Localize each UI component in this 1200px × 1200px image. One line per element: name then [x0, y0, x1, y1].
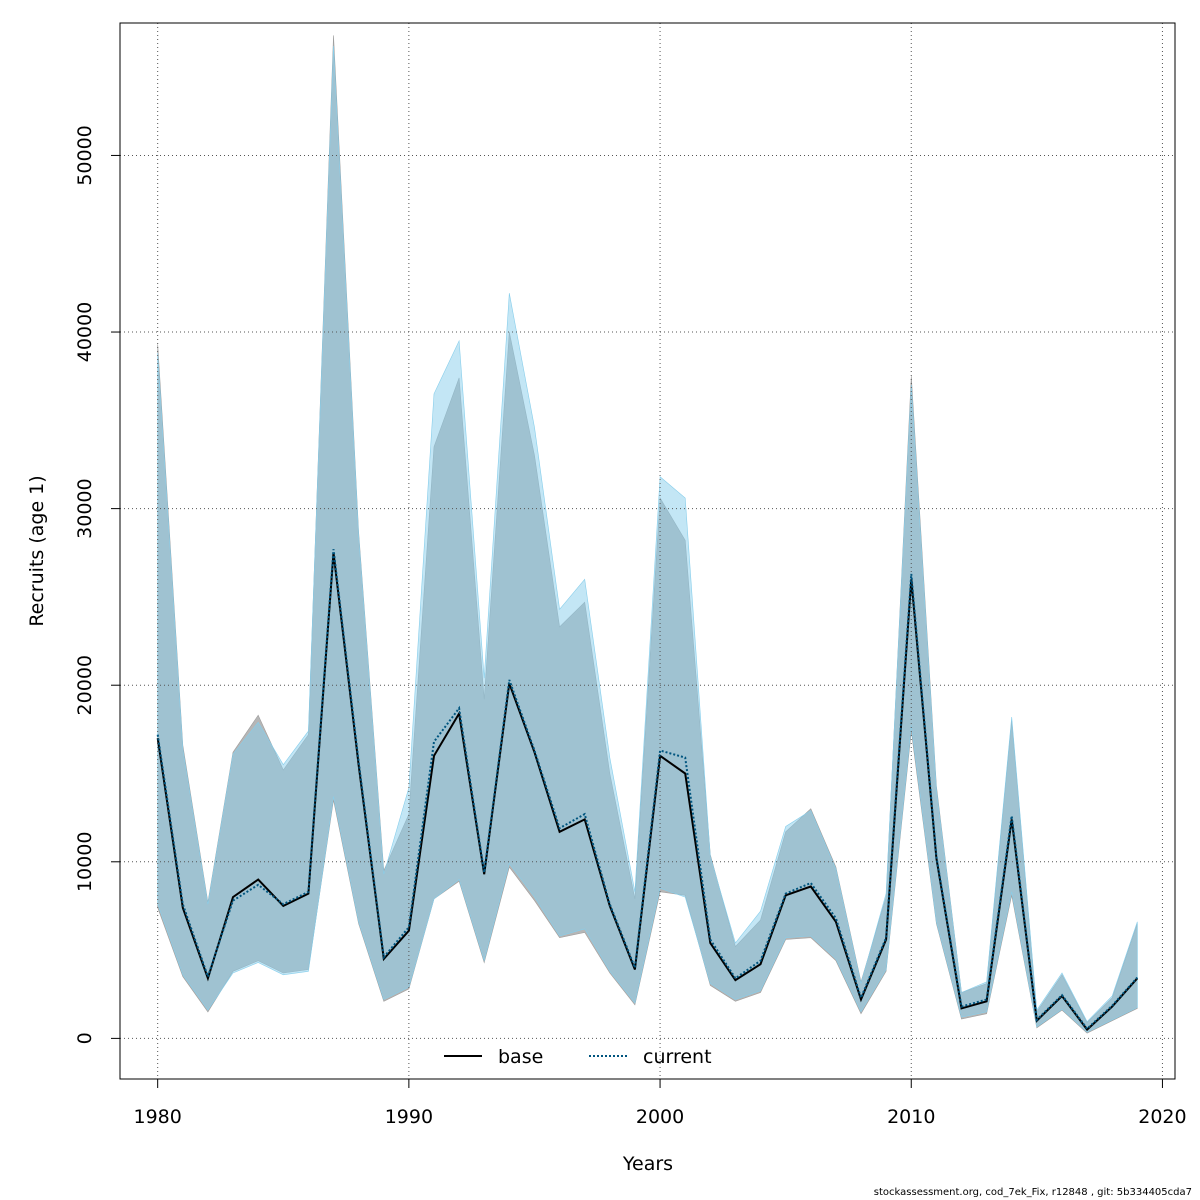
- x-tick-label-2010: 2010: [887, 1106, 935, 1128]
- x-tick-label-1990: 1990: [385, 1106, 433, 1128]
- y-axis-label: Recruits (age 1): [26, 475, 48, 626]
- x-tick-label-1980: 1980: [133, 1106, 181, 1128]
- y-tick-label-30000: 30000: [74, 478, 96, 538]
- y-tick-label-0: 0: [74, 1032, 96, 1044]
- line-current: [156, 549, 1139, 1031]
- series-lines: [156, 549, 1139, 1032]
- x-tick-label-2020: 2020: [1138, 1106, 1186, 1128]
- legend-current-label: current: [643, 1046, 712, 1068]
- band-current: [157, 45, 1138, 1033]
- x-axis: 1980 1990 2000 2010 2020: [133, 1078, 1187, 1128]
- x-tick-label-2000: 2000: [636, 1106, 684, 1128]
- legend-base-label: base: [498, 1046, 543, 1068]
- y-tick-label-40000: 40000: [74, 302, 96, 362]
- footer-credit: stockassessment.org, cod_7ek_Fix, r12848…: [873, 1187, 1192, 1198]
- y-tick-label-10000: 10000: [74, 832, 96, 892]
- y-axis: 0 10000 20000 30000 40000 50000: [74, 125, 121, 1044]
- confidence-bands: [157, 35, 1138, 1034]
- legend: base current: [444, 1046, 712, 1068]
- y-tick-label-50000: 50000: [74, 125, 96, 185]
- grid-lines: [120, 23, 1175, 1079]
- x-axis-label: Years: [622, 1153, 673, 1175]
- y-tick-label-20000: 20000: [74, 655, 96, 715]
